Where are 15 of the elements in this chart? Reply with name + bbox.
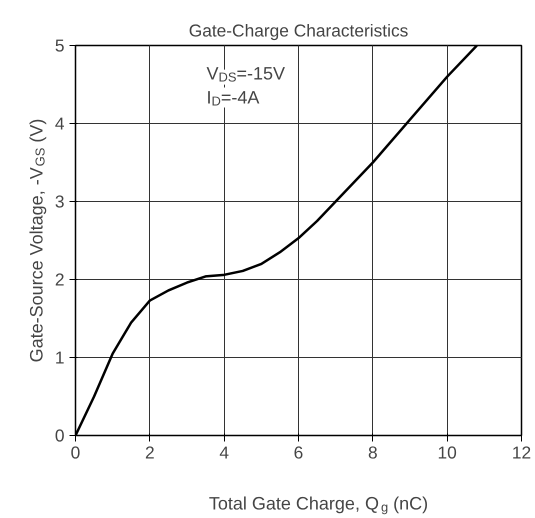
y-tick-label: 5	[54, 36, 65, 56]
x-tick-label: 10	[438, 442, 457, 462]
x-tick-label: 8	[368, 442, 378, 462]
x-tick-label: 6	[294, 442, 304, 462]
y-tick-label: 2	[54, 270, 65, 290]
y-tick-label: 4	[54, 114, 65, 134]
y-tick-label: 3	[54, 192, 65, 212]
y-tick-label: 1	[54, 348, 65, 368]
x-tick-label: 2	[145, 442, 155, 462]
x-tick-label: 0	[70, 442, 80, 462]
x-tick-label: 4	[219, 442, 230, 462]
y-tick-label: 0	[54, 426, 65, 446]
x-tick-label: 12	[512, 442, 532, 462]
y-axis-title: Gate-Source Voltage, -VGS (V)	[26, 118, 48, 362]
chart-title: Gate-Charge Characteristics	[188, 20, 409, 40]
